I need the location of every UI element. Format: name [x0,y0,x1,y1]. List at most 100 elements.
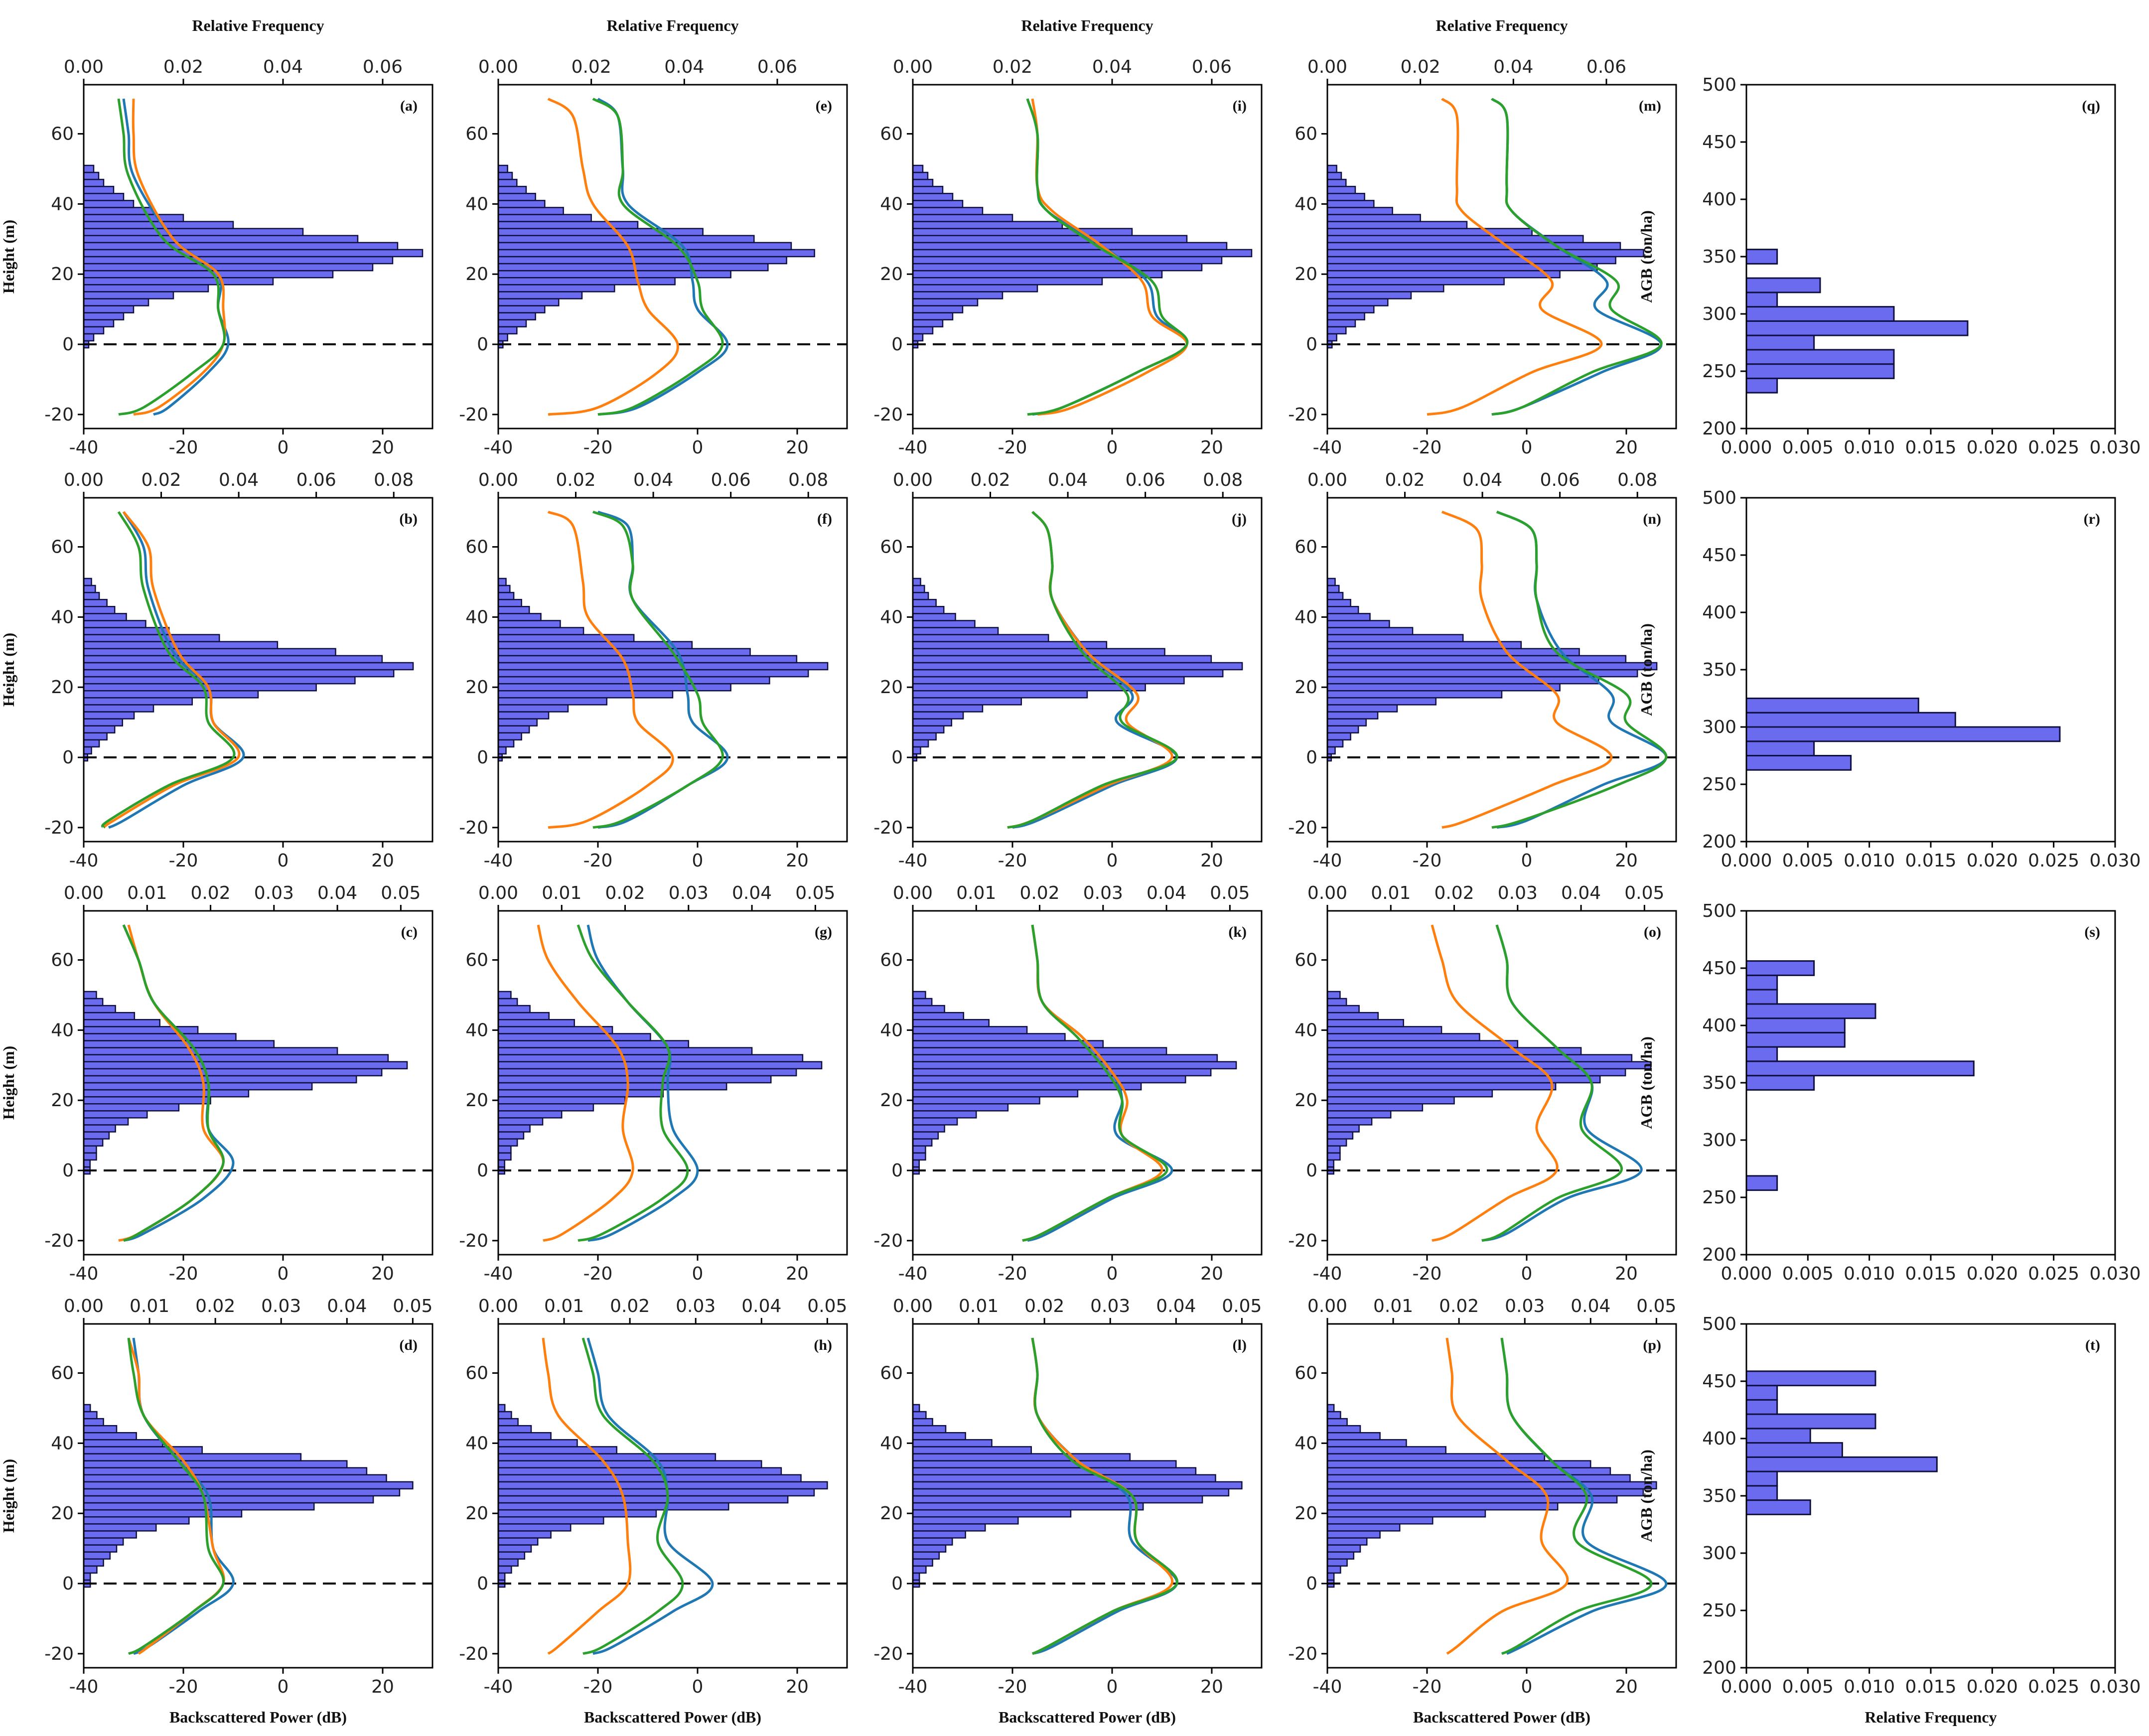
x-tick-label: 20 [1200,1264,1223,1284]
hist-bar [1326,207,1393,215]
panel-label: (m) [1639,98,1661,114]
hist-bar [1326,326,1347,335]
hist-bar [83,249,424,258]
hist-bar [912,669,1224,678]
profile-line-green [1031,1337,1178,1655]
x-tick-label: 0.010 [1844,1264,1895,1284]
hist-bar [497,1138,518,1147]
panel-o: -40 -20 0 20 0.00 0.01 0.02 0.03 0.04 0.05 -20 0 20 4… [1288,883,1677,1284]
agb-bar [1745,1442,1843,1458]
axes-frame [497,497,848,843]
hist-bar [912,578,921,586]
hist-bar [497,1481,828,1490]
panel-k: -40 -20 0 20 0.00 0.01 0.02 0.03 0.04 0.05 -20 0 20 4… [873,883,1263,1284]
hist-bar [912,1425,947,1434]
hist-bar [912,1467,1197,1476]
hist-bar [912,1026,1028,1034]
y-tick-label: -20 [459,1644,488,1664]
y-tick-label: 20 [465,677,488,698]
y-tick-label: 0 [1306,1574,1317,1594]
axes-frame [912,910,1263,1256]
x-tick-label: 0.030 [2089,437,2141,458]
panel-i: -40 -20 0 20 0.00 0.02 0.04 0.06 -20 0 20 40 60 (i) Re… [873,16,1263,458]
y-tick-label: 450 [1702,958,1736,979]
agb-bar [1745,277,1821,293]
x-tick-label: 20 [1615,1264,1638,1284]
height-histogram [912,991,1237,1175]
x-axis-label: Backscattered Power (dB) [169,1708,347,1726]
x2-tick-label: 0.00 [64,1296,104,1316]
axes-frame [83,1323,433,1669]
hist-bar [912,591,929,600]
x2-tick-label: 0.01 [544,1296,584,1316]
agb-histogram [1745,1370,1938,1515]
hist-bar [912,683,1146,692]
x-tick-label: -40 [898,851,928,871]
y-tick-label: 350 [1702,660,1736,680]
hist-bar [83,655,383,664]
hist-bar [912,1558,933,1567]
panel-label: (g) [815,924,832,940]
x2-tick-label: 0.04 [1493,57,1533,77]
hist-bar [912,655,1212,664]
y-tick-label: 0 [891,334,903,355]
profile-line-orange [542,1337,632,1655]
x2-tick-label: 0.02 [1401,57,1440,77]
y-tick-label: -20 [873,405,903,425]
hist-bar [497,1411,512,1420]
hist-bar [1326,711,1379,720]
y-tick-label: 400 [1702,189,1736,210]
hist-bar [1326,1411,1341,1420]
x-tick-label: 0.020 [1967,851,2018,871]
hist-bar [83,676,356,685]
panel-label: (e) [816,98,832,114]
panel-c: -40 -20 0 20 0.00 0.01 0.02 0.03 0.04 0.05 -20 0 20 4… [0,883,433,1284]
hist-bar [497,627,584,635]
hist-bar [497,1439,578,1447]
x2-tick-label: 0.02 [970,470,1010,490]
hist-bar [497,732,522,741]
hist-bar [1326,584,1340,593]
panel-r: 0.000 0.005 0.010 0.015 0.020 0.025 0.030 200 25… [1637,488,2141,871]
y-tick-label: 450 [1702,1371,1736,1392]
x2-axis-label: Relative Frequency [1021,16,1153,34]
hist-bar [83,1089,250,1098]
profile-line-orange [1427,98,1603,416]
y-tick-label: 20 [51,1090,74,1111]
hist-bar [497,1145,512,1154]
y-tick-label: 250 [1702,1187,1736,1208]
agb-bar [1745,974,1778,991]
hist-bar [912,1495,1203,1504]
hist-bar [1326,613,1371,621]
hist-bar [1326,1026,1442,1034]
x-tick-label: -40 [898,437,928,458]
hist-bar [912,305,964,313]
y-tick-label: 0 [477,1160,488,1181]
hist-bar [1326,305,1375,313]
x2-tick-label: 0.02 [610,1296,650,1316]
agb-bar [1745,712,1956,728]
hist-bar [1326,1159,1334,1168]
hist-bar [912,1418,933,1427]
hist-bar [497,200,546,208]
agb-bar [1745,306,1895,322]
hist-bar [497,1558,519,1567]
hist-bar [83,1439,163,1447]
hist-bar [1326,1418,1348,1427]
hist-bar [912,1544,947,1553]
x-tick-label: 20 [786,851,809,871]
hist-bar [912,746,921,755]
y-tick-label: 60 [51,1363,74,1384]
hist-bar [497,1054,804,1063]
profile-line-green [1007,511,1178,829]
hist-bar [912,991,926,1000]
height-histogram [497,991,823,1175]
hist-bar [83,620,146,628]
panel-f: -40 -20 0 20 0.00 0.02 0.04 0.06 0.08 -20 0 20 40 60 (… [459,470,848,871]
hist-bar [83,1551,111,1560]
hist-bar [912,298,979,306]
hist-bar [497,221,639,229]
panel-label: (p) [1643,1337,1661,1353]
hist-bar [912,1145,926,1154]
height-histogram [497,1404,828,1588]
